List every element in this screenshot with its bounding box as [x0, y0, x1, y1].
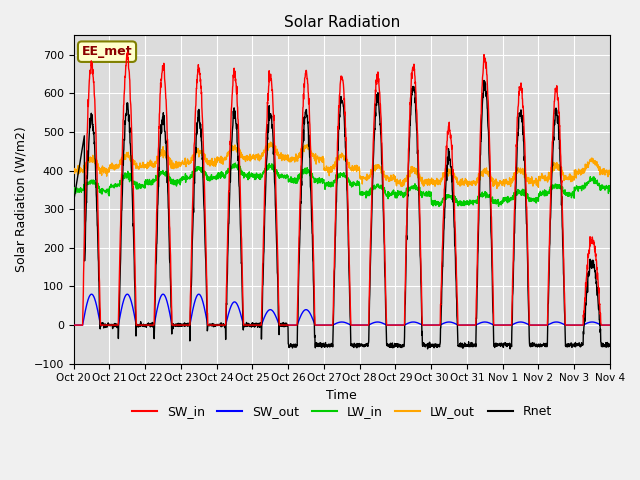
- Legend: SW_in, SW_out, LW_in, LW_out, Rnet: SW_in, SW_out, LW_in, LW_out, Rnet: [127, 400, 557, 423]
- X-axis label: Time: Time: [326, 389, 357, 402]
- Title: Solar Radiation: Solar Radiation: [284, 15, 400, 30]
- Y-axis label: Solar Radiation (W/m2): Solar Radiation (W/m2): [15, 127, 28, 273]
- Text: EE_met: EE_met: [82, 45, 132, 58]
